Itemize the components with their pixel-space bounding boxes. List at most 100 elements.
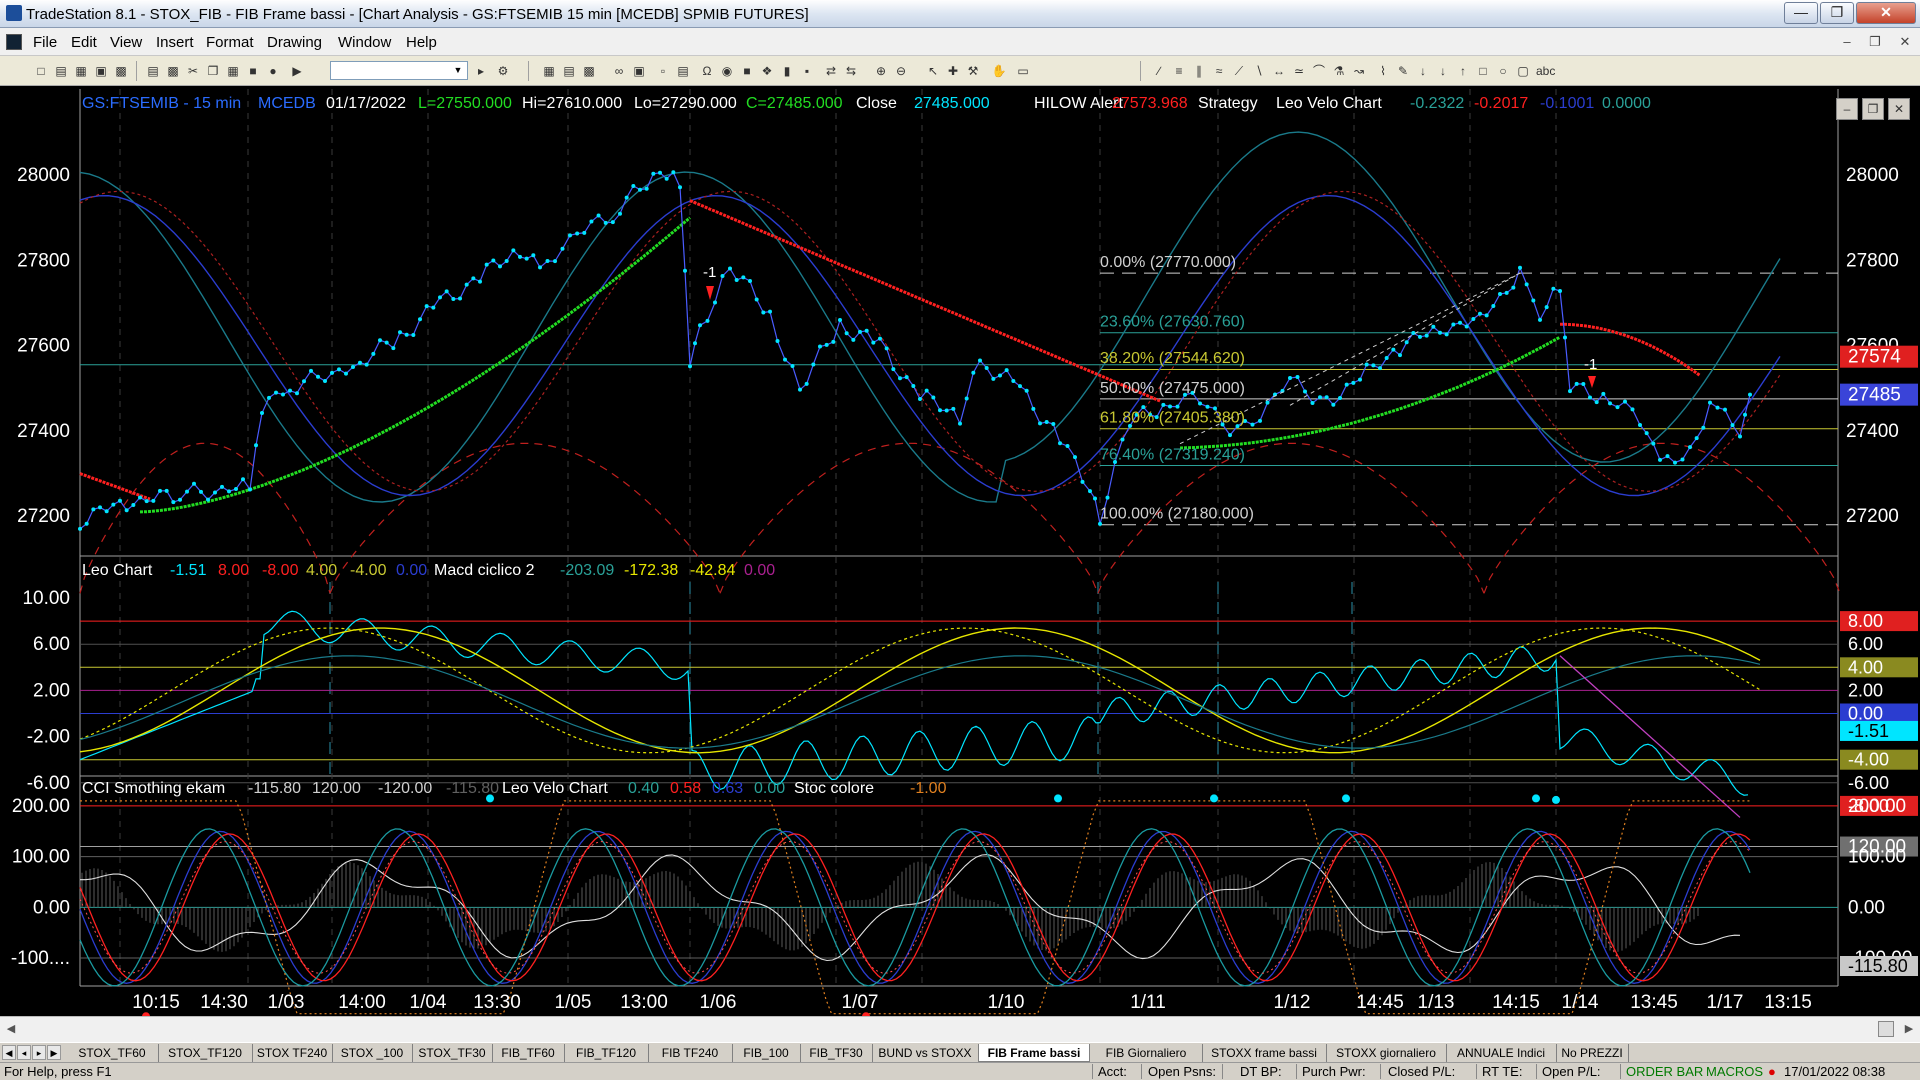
tab-stox-tf60[interactable]: STOX_TF60 [66,1044,159,1062]
tab-fib-giornaliero[interactable]: FIB Giornaliero [1090,1044,1203,1062]
scroll-thumb[interactable] [1878,1021,1894,1037]
document-icon[interactable] [6,34,22,50]
arrow-down-marker-icon[interactable]: ↓ [1420,64,1426,78]
rectangle-tool-icon[interactable]: ▢ [1517,64,1529,78]
tab-next-icon[interactable]: ▸ [32,1045,46,1060]
arc-icon[interactable]: ⌒ [1312,64,1325,78]
crosshair-icon[interactable]: ✚ [947,64,959,78]
chart-minimize-icon[interactable]: – [1836,98,1858,120]
rectangle-icon[interactable]: □ [1479,64,1487,78]
tab-stox-tf240[interactable]: STOX TF240 [252,1044,333,1062]
tab-fib-tf120[interactable]: FIB_TF120 [564,1044,649,1062]
chevron-down-icon[interactable]: ▼ [453,65,463,75]
strategy-icon[interactable]: ◉ [721,64,733,78]
pencil-icon[interactable]: ✎ [1397,64,1409,78]
data-icon[interactable]: ■ [743,64,751,78]
horizontal-line-icon[interactable]: ≡ [1175,64,1183,78]
options-icon[interactable]: ▤ [677,64,689,78]
speed-lines-icon[interactable]: ⚗ [1333,64,1345,78]
menu-format[interactable]: Format [206,34,254,51]
cycle-icon[interactable]: ↝ [1353,64,1365,78]
tab-fib-frame-bassi[interactable]: FIB Frame bassi [978,1044,1090,1062]
child-close-icon[interactable]: ✕ [1899,34,1911,49]
scroll-right-arrow-icon[interactable]: ▶ [1904,1023,1914,1035]
arrow-up-blue-icon[interactable]: ↑ [1460,64,1466,78]
menu-file[interactable]: File [33,34,58,51]
fib-icon[interactable]: ≈ [1215,64,1223,78]
tab-first-icon[interactable]: ◀ [2,1045,16,1060]
child-minimize-icon[interactable]: – [1843,34,1851,49]
color-icon[interactable]: ● [269,64,277,78]
tab-fib-tf240[interactable]: FIB TF240 [648,1044,733,1062]
menu-help[interactable]: Help [406,34,437,51]
indicator-icon[interactable]: Ω [702,64,712,78]
paste-icon[interactable]: ▦ [227,64,239,78]
scroll-left-icon[interactable]: ⇄ [825,64,837,78]
macros-button[interactable]: MACROS [1706,1064,1764,1079]
lookup-icon[interactable]: ⚙ [497,64,509,78]
gann-icon[interactable]: ∖ [1255,64,1263,78]
tab-fib-100[interactable]: FIB_100 [732,1044,801,1062]
chart-restore-icon[interactable]: ❐ [1862,98,1884,120]
tab-fib-tf30[interactable]: FIB_TF30 [800,1044,873,1062]
menu-edit[interactable]: Edit [71,34,97,51]
line-icon[interactable]: ▪ [804,64,810,78]
order-bar-button[interactable]: ORDER BAR [1626,1064,1704,1079]
radar-icon[interactable]: ▤ [563,64,575,78]
horizontal-scrollbar[interactable]: ◀ ▶ [0,1016,1920,1042]
restore-icon[interactable]: ❐ [1820,2,1854,24]
fan-icon[interactable]: ≃ [1293,64,1305,78]
close-icon[interactable]: ✕ [1856,2,1916,24]
new-icon[interactable]: □ [37,64,45,78]
channel-icon[interactable]: ⟋ [1234,64,1244,78]
bars-icon[interactable]: ❖ [761,64,773,78]
eraser-icon[interactable]: ▭ [1017,64,1029,78]
tab-bund-vs-stoxx[interactable]: BUND vs STOXX [872,1044,979,1062]
ellipse-icon[interactable]: ○ [1499,64,1507,78]
tab-stox-tf30[interactable]: STOX_TF30 [412,1044,493,1062]
menu-view[interactable]: View [110,34,143,51]
link-icon[interactable]: ∞ [614,64,624,78]
save-all-icon[interactable]: ▩ [115,64,127,78]
tools-icon[interactable]: ⚒ [967,64,979,78]
print-preview-icon[interactable]: ▤ [147,64,159,78]
chart-analysis-window[interactable]: -1 -1 0.00% (27770.000) 23.60% (27630.760) 3… [0,86,1920,1016]
curve-icon[interactable]: ⌇ [1380,64,1386,78]
save-icon[interactable]: ▣ [95,64,107,78]
tab-no-prezzi[interactable]: No PREZZI [1556,1044,1629,1062]
copy-icon[interactable]: ❐ [207,64,219,78]
symbol-combo[interactable]: ▼ [330,61,468,80]
tab-stox-100[interactable]: STOX _100 [332,1044,413,1062]
format-icon[interactable]: ■ [249,64,257,78]
tab-prev-icon[interactable]: ◂ [17,1045,31,1060]
menu-window[interactable]: Window [338,34,392,51]
arrow-left-right-icon[interactable]: ↔ [1273,64,1285,78]
text-tool-icon[interactable]: abc [1536,64,1556,78]
news-icon[interactable]: ▫ [660,64,666,78]
tab-last-icon[interactable]: ▶ [47,1045,61,1060]
minimize-icon[interactable]: — [1784,2,1818,24]
zoom-out-icon[interactable]: ⊖ [895,64,907,78]
trendline-icon[interactable]: ∕ [1157,64,1160,78]
pointer-icon[interactable]: ↖ [927,64,939,78]
menu-drawing[interactable]: Drawing [267,34,323,51]
attach-icon[interactable]: ▶ [292,64,302,78]
open-folder-icon[interactable]: ▦ [75,64,87,78]
parallel-lines-icon[interactable]: ∥ [1196,64,1202,78]
chart-close-icon[interactable]: ✕ [1888,98,1910,120]
go-icon[interactable]: ▸ [477,64,485,78]
scroll-left-arrow-icon[interactable]: ◀ [6,1023,16,1035]
candles-icon[interactable]: ▮ [783,64,791,78]
scroll-right-icon[interactable]: ⇆ [845,64,857,78]
arrow-down-red-icon[interactable]: ↓ [1440,64,1446,78]
child-restore-icon[interactable]: ❐ [1869,34,1881,49]
chart-canvas[interactable]: -1 -1 0.00% (27770.000) 23.60% (27630.760) 3… [0,86,1920,1016]
hand-icon[interactable]: ✋ [991,64,1007,78]
tab-fib-tf60[interactable]: FIB_TF60 [492,1044,565,1062]
tab-stoxx-frame-bassi[interactable]: STOXX frame bassi [1202,1044,1327,1062]
menu-insert[interactable]: Insert [156,34,194,51]
print-icon[interactable]: ▩ [167,64,179,78]
tab-annuale-indici[interactable]: ANNUALE Indici [1446,1044,1557,1062]
matrix-icon[interactable]: ▩ [583,64,595,78]
open-icon[interactable]: ▤ [55,64,67,78]
